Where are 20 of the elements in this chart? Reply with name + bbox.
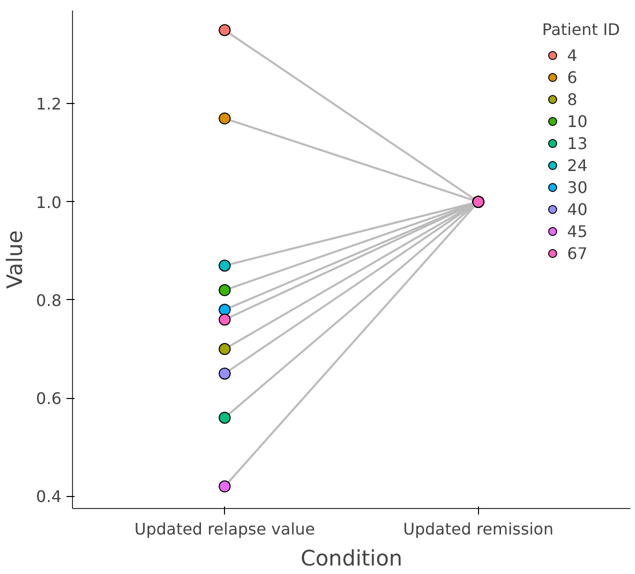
y-tick-label: 0.6: [36, 389, 62, 408]
x-axis-title: Condition: [300, 546, 402, 572]
legend-label: 30: [567, 176, 588, 198]
legend-label: 8: [567, 88, 578, 110]
legend-title: Patient ID: [542, 20, 620, 39]
y-tick-label: 1.2: [36, 94, 62, 114]
legend-label: 40: [567, 198, 588, 220]
legend-label: 67: [567, 242, 588, 264]
y-tick-label: 0.8: [36, 290, 62, 310]
y-tick-label: 1.0: [36, 192, 62, 212]
x-tick-label: Updated remission: [403, 520, 554, 538]
legend-label: 24: [567, 154, 588, 176]
legend-label: 10: [567, 110, 588, 132]
legend-label: 6: [567, 66, 578, 88]
x-tick-label: Updated relapse value: [134, 520, 316, 538]
y-tick-label: 0.4: [36, 487, 62, 506]
legend-label: 13: [567, 132, 588, 154]
legend-label: 4: [567, 44, 578, 66]
legend-label: 45: [567, 220, 588, 242]
y-axis-title: Value: [3, 230, 28, 289]
